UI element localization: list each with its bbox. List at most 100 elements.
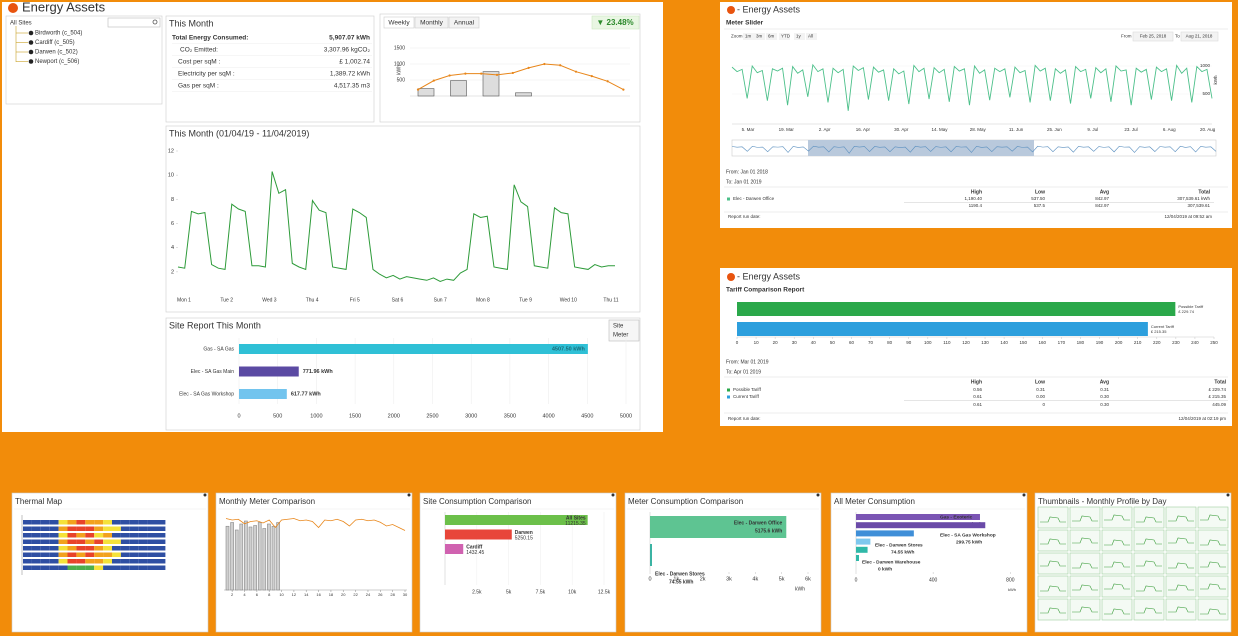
x-tick-label: 3k	[726, 576, 732, 582]
zoom-button[interactable]	[766, 33, 777, 40]
navigator-selection[interactable]	[808, 140, 1034, 156]
value-label: 1432.45	[466, 550, 484, 556]
x-tick-label: 1k	[673, 576, 679, 582]
site-item[interactable]: Birdworth (c_504)	[35, 31, 82, 37]
x-tick-label: 23. Jul	[1124, 127, 1137, 132]
x-tick-label: 800	[1006, 577, 1015, 583]
heat-cell	[156, 539, 166, 544]
heat-cell	[156, 565, 166, 570]
thumbnail[interactable]	[1133, 529, 1165, 552]
tab[interactable]	[383, 16, 415, 29]
heat-cell	[138, 539, 148, 544]
heat-cell	[49, 559, 59, 564]
heat-cell	[67, 552, 77, 557]
thumbnail[interactable]	[1165, 506, 1197, 529]
heat-cell	[58, 520, 68, 525]
thumbnail[interactable]	[1069, 575, 1101, 598]
tab[interactable]	[448, 16, 480, 29]
zoom-option[interactable]: 1m	[745, 34, 752, 39]
toggle[interactable]: Meter	[613, 333, 628, 339]
zoom-button[interactable]	[754, 33, 765, 40]
heat-cell	[112, 539, 121, 544]
zoom-option[interactable]: 1y	[796, 34, 802, 39]
site-item[interactable]: Cardiff (c_505)	[35, 40, 75, 46]
thumbnail[interactable]	[1197, 575, 1229, 598]
heat-cell	[112, 552, 121, 557]
widget-menu[interactable]	[816, 493, 820, 497]
x-tick-label: 16	[316, 592, 321, 597]
x-tick-label: 5k	[779, 576, 785, 582]
thumbnail[interactable]	[1037, 529, 1069, 552]
thumbnail[interactable]	[1197, 506, 1229, 529]
toggle-box[interactable]	[608, 319, 640, 342]
heat-cell	[94, 552, 104, 557]
heat-cell	[94, 539, 104, 544]
date-input[interactable]	[1132, 31, 1174, 42]
thumbnail-line	[1072, 584, 1098, 591]
change-value: ▼ 23.48%	[596, 18, 633, 27]
thumbnail[interactable]	[1165, 529, 1197, 552]
toggle[interactable]: Site	[613, 324, 624, 330]
heat-cell	[85, 539, 95, 544]
thumbnail[interactable]	[1101, 506, 1133, 529]
widget-menu[interactable]	[407, 493, 411, 497]
thumbnail[interactable]	[1037, 552, 1069, 575]
widget-menu[interactable]	[611, 493, 615, 497]
tab-label[interactable]: Weekly	[388, 20, 410, 27]
search-box[interactable]	[107, 17, 161, 28]
axis-label: kWh	[795, 586, 805, 592]
widget-menu[interactable]	[203, 493, 207, 497]
site-item[interactable]: Newport (c_506)	[35, 59, 79, 65]
zoom-button[interactable]	[806, 33, 817, 40]
site-item[interactable]: Darwen (c_502)	[35, 50, 78, 56]
thumbnail[interactable]	[1101, 552, 1133, 575]
thumbnail-line	[1168, 606, 1194, 613]
widget-menu[interactable]	[1022, 493, 1026, 497]
zoom-button[interactable]	[743, 33, 754, 40]
zoom-option[interactable]: 3m	[756, 34, 763, 39]
x-tick-label: 0	[736, 340, 739, 345]
zoom-option[interactable]: 6m	[768, 34, 775, 39]
thumbnail[interactable]	[1101, 575, 1133, 598]
thumbnail[interactable]	[1165, 598, 1197, 621]
trend-panel	[379, 13, 641, 123]
thumbnail[interactable]	[1133, 552, 1165, 575]
heat-cell	[49, 526, 59, 531]
table-total: 445.09	[1212, 402, 1226, 407]
heat-cell	[120, 520, 130, 525]
date-input[interactable]	[1180, 31, 1219, 42]
zoom-option[interactable]: All	[808, 34, 813, 39]
x-tick-label: 180	[1077, 340, 1085, 345]
thumbnail[interactable]	[1069, 529, 1101, 552]
x-tick-label: Sat 6	[392, 297, 404, 303]
trend-point	[543, 62, 546, 66]
legend-swatch	[727, 197, 730, 201]
heat-cell	[112, 520, 121, 525]
thumbnail[interactable]	[1165, 575, 1197, 598]
thumbnail[interactable]	[1133, 598, 1165, 621]
metric-value: 1,389.72 kWh	[330, 71, 370, 78]
tab-label[interactable]: Annual	[454, 20, 475, 27]
thumbnail[interactable]	[1037, 598, 1069, 621]
zoom-button[interactable]	[794, 33, 805, 40]
thumbnail[interactable]	[1197, 552, 1229, 575]
widget-title: Site Consumption Comparison	[423, 497, 532, 506]
bar	[445, 515, 588, 525]
heat-cell	[76, 565, 86, 570]
heat-cell	[23, 552, 32, 557]
zoom-option[interactable]: YTD	[781, 34, 791, 39]
range-from[interactable]: Feb 25, 2018	[1140, 34, 1167, 39]
widget-menu[interactable]	[1226, 493, 1230, 497]
range-to[interactable]: Aug 21, 2018	[1186, 34, 1213, 39]
thumbnail[interactable]	[1069, 598, 1101, 621]
x-tick-label: 3500	[504, 413, 516, 419]
zoom-button[interactable]	[779, 33, 790, 40]
thumbnail[interactable]	[1069, 506, 1101, 529]
tab-label[interactable]: Monthly	[420, 20, 444, 27]
run-date: 12/04/2019 at 09:52 am	[1164, 214, 1212, 219]
tab[interactable]	[414, 16, 449, 29]
heat-cell	[49, 546, 59, 551]
trend-line	[417, 63, 624, 91]
heat-cell	[67, 526, 77, 531]
x-tick-label: Wed 10	[560, 297, 577, 303]
